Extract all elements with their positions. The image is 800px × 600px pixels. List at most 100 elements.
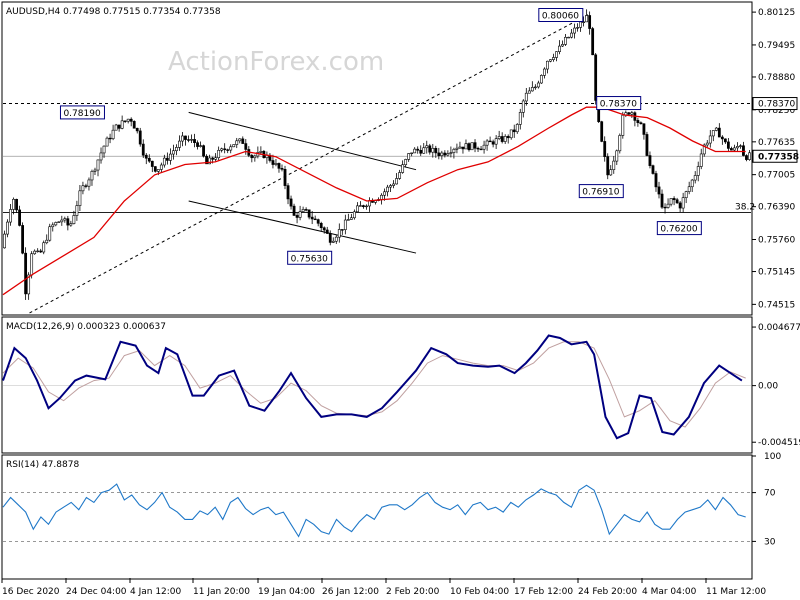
candle-body: [434, 147, 438, 154]
candle: [720, 135, 724, 145]
candle: [265, 151, 269, 164]
annotation-box: [538, 8, 584, 23]
candle-body: [208, 157, 212, 165]
candle: [494, 135, 498, 150]
candle-body: [455, 147, 459, 150]
candle: [181, 132, 184, 147]
candle: [63, 216, 67, 223]
candle-body: [443, 152, 447, 156]
candle-body: [585, 15, 589, 23]
candle: [654, 170, 658, 192]
candle-body: [39, 250, 43, 253]
candle-body: [238, 138, 242, 142]
candle-body: [226, 149, 230, 151]
candle-body: [470, 142, 474, 151]
candle-body: [627, 112, 631, 115]
candle: [425, 140, 429, 154]
candle-body: [684, 191, 688, 199]
candle-body: [600, 121, 604, 142]
candle: [190, 134, 193, 143]
candle: [428, 143, 432, 155]
candle-body: [129, 118, 133, 122]
candle-body: [588, 15, 592, 29]
candle: [690, 178, 694, 192]
time-axis-label: 19 Jan 04:00: [258, 587, 315, 597]
candle: [636, 117, 640, 127]
candle-body: [21, 225, 25, 254]
candle-body: [509, 129, 513, 139]
candle-body: [564, 36, 567, 45]
candle-body: [494, 138, 498, 145]
candle: [473, 139, 477, 153]
candle: [331, 237, 335, 244]
candle: [325, 226, 329, 235]
candle: [33, 249, 37, 255]
candle-body: [322, 227, 326, 231]
candle: [15, 198, 18, 214]
candle-body: [663, 206, 667, 209]
candle-body: [476, 147, 480, 150]
candle-body: [711, 130, 715, 137]
candle: [633, 111, 637, 127]
candle: [485, 139, 489, 151]
candle: [3, 230, 6, 249]
candle: [443, 150, 447, 158]
candle-body: [739, 145, 742, 147]
candle-body: [696, 166, 700, 176]
candle-body: [491, 141, 495, 145]
candle: [54, 221, 58, 227]
candle-body: [138, 130, 142, 145]
candle: [458, 141, 462, 149]
candle: [78, 185, 82, 211]
candle: [175, 144, 178, 156]
candle: [359, 201, 362, 207]
trendline-falling-channel-upper: [188, 111, 417, 171]
candle: [521, 99, 525, 118]
candle-body: [359, 205, 362, 207]
candle: [60, 215, 64, 226]
candle: [150, 160, 154, 173]
candle-body: [609, 169, 613, 176]
candle-body: [340, 229, 344, 231]
candle-body: [748, 152, 751, 160]
candle-body: [401, 164, 405, 173]
price-axis-label: 0.80125: [758, 8, 795, 18]
candle: [711, 130, 715, 142]
candle: [748, 150, 751, 161]
price-annotation: 0.76910: [578, 184, 624, 199]
candle: [657, 181, 661, 199]
candle-body: [733, 147, 736, 151]
candle-body: [190, 139, 193, 141]
price-axis-label: 0.77635: [758, 138, 795, 148]
candle: [687, 181, 691, 195]
candle-body: [301, 209, 305, 212]
annotation-label: 0.76910: [582, 188, 619, 198]
candle: [172, 144, 175, 160]
candle-body: [220, 148, 224, 151]
candle: [229, 144, 233, 154]
rsi-axis-label: 100: [764, 452, 781, 462]
candle: [21, 222, 25, 255]
candle-body: [48, 226, 52, 241]
candle: [549, 59, 552, 63]
candle: [250, 153, 254, 163]
annotation-box: [287, 250, 333, 265]
candle-body: [42, 242, 46, 253]
candle-body: [729, 148, 733, 151]
candle: [45, 234, 49, 245]
candle-body: [745, 155, 748, 160]
candle: [702, 143, 706, 157]
price-axis-label: 0.75145: [758, 268, 795, 278]
resistance-tag-label: 0.78370: [758, 100, 795, 110]
candle: [295, 213, 299, 224]
candle: [536, 80, 540, 89]
candle-body: [362, 205, 365, 207]
candle: [117, 124, 121, 132]
candle: [434, 145, 438, 158]
candle: [398, 169, 402, 180]
price-annotation: 0.80060: [538, 8, 584, 23]
time-axis-label: 4 Jan 12:00: [130, 587, 182, 597]
candle-body: [235, 140, 239, 145]
candle: [365, 204, 368, 210]
rsi-axis-label: 30: [764, 537, 776, 547]
